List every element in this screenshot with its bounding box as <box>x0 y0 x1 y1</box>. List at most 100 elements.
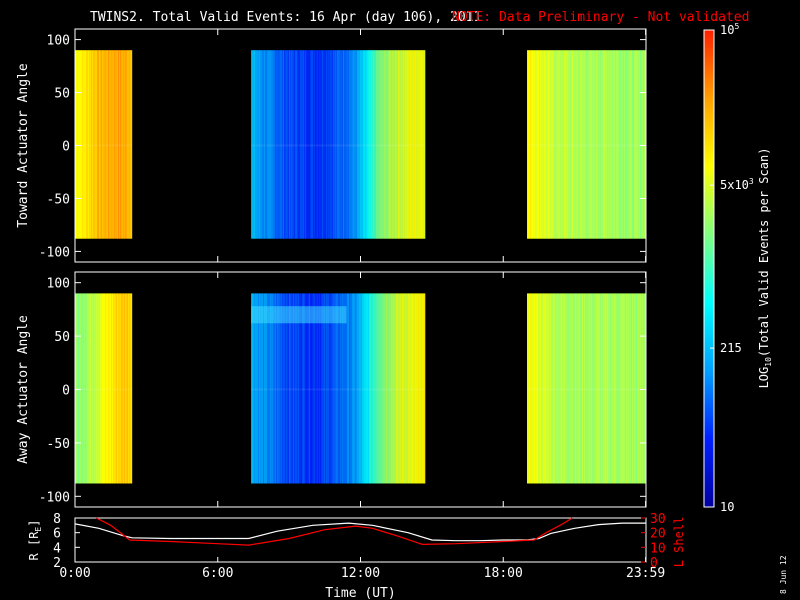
y-tick-label: 50 <box>54 87 70 102</box>
heatmap-cell <box>263 50 265 239</box>
heatmap-cell <box>324 293 326 484</box>
heatmap-cell <box>375 50 377 239</box>
heatmap-cell <box>113 293 115 484</box>
heatmap-cell <box>308 50 310 239</box>
heatmap-cell <box>111 50 113 239</box>
heatmap-cell <box>593 50 595 239</box>
heatmap-cell <box>129 293 131 484</box>
heatmap-cell <box>391 50 393 239</box>
heatmap-cell <box>423 293 425 484</box>
heatmap-cell <box>350 50 352 239</box>
heatmap-cell <box>110 293 112 484</box>
heatmap-cell <box>334 50 336 239</box>
heatmap-cell <box>251 293 253 484</box>
heatmap-cell <box>387 293 389 484</box>
heatmap-cell <box>255 293 257 484</box>
heatmap-cell <box>274 293 276 484</box>
heatmap-cell <box>277 293 279 484</box>
heatmap-cell <box>362 50 364 239</box>
heatmap-cell <box>325 293 327 484</box>
heatmap-cell <box>364 293 366 484</box>
heatmap-cell <box>351 293 353 484</box>
heatmap-cell <box>112 50 114 239</box>
heatmap-cell <box>416 293 418 484</box>
heatmap-cell <box>129 50 131 239</box>
heatmap-cell <box>547 293 549 484</box>
heatmap-cell <box>578 293 580 484</box>
heatmap-cell <box>88 50 90 239</box>
heatmap-cell <box>382 293 384 484</box>
heatmap-cell <box>356 293 358 484</box>
heatmap-cell <box>558 293 560 484</box>
heatmap-cell <box>85 293 87 484</box>
heatmap-cell <box>345 50 347 239</box>
heatmap-cell <box>642 293 644 484</box>
heatmap-cell <box>342 50 344 239</box>
heatmap-cell <box>355 50 357 239</box>
heatmap-cell <box>75 293 77 484</box>
heatmap-cell <box>559 50 561 239</box>
heatmap-cell <box>346 50 348 239</box>
y-tick-label: 6 <box>53 527 61 542</box>
toward-actuator-panel: 100 50 0 -50 -100 Toward Actuator Angle <box>16 28 647 263</box>
colorbar-tick-label: 5x103 <box>720 177 754 192</box>
heatmap-cell <box>555 50 557 239</box>
heatmap-cell <box>114 293 116 484</box>
heatmap-cell <box>404 293 406 484</box>
heatmap-cell <box>80 293 82 484</box>
heatmap-cell <box>83 293 85 484</box>
heatmap-cell <box>538 293 540 484</box>
heatmap-cell <box>106 293 108 484</box>
heatmap-cell <box>383 293 385 484</box>
heatmap-cell <box>331 293 333 484</box>
heatmap-cell <box>290 50 292 239</box>
heatmap-cell <box>537 293 539 484</box>
heatmap-cell <box>414 293 416 484</box>
heatmap-cell <box>271 50 273 239</box>
heatmap-cell <box>339 293 341 484</box>
r-axis-label: R [RE] <box>27 520 43 561</box>
heatmap-cell <box>336 50 338 239</box>
heatmap-cell <box>253 293 255 484</box>
heatmap-cell <box>377 50 379 239</box>
heatmap-cell <box>313 50 315 239</box>
heatmap-cell <box>108 50 110 239</box>
heatmap-cell <box>289 293 291 484</box>
heatmap-cell <box>606 50 608 239</box>
heatmap-cell <box>377 293 379 484</box>
heatmap-cell <box>95 50 97 239</box>
heatmap-cell <box>404 50 406 239</box>
heatmap-cell <box>95 293 97 484</box>
heatmap-cell <box>99 293 101 484</box>
heatmap-cell <box>419 50 421 239</box>
y2-tick-label: 10 <box>650 541 666 556</box>
heatmap-cell <box>282 293 284 484</box>
heatmap-cell <box>533 50 535 239</box>
heatmap-cell <box>540 50 542 239</box>
heatmap-cell <box>291 50 293 239</box>
heatmap-cell <box>412 50 414 239</box>
heatmap-cell <box>335 293 337 484</box>
heatmap-cell <box>600 293 602 484</box>
heatmap-cell <box>406 50 408 239</box>
heatmap-cell <box>561 293 563 484</box>
heatmap-cell <box>357 293 359 484</box>
heatmap-cell <box>591 50 593 239</box>
heatmap-cell <box>537 50 539 239</box>
heatmap-cell <box>535 293 537 484</box>
heatmap-cell <box>540 293 542 484</box>
heatmap-cell <box>574 50 576 239</box>
heatmap-cell <box>117 50 119 239</box>
heatmap-cell <box>109 293 111 484</box>
heatmap-cell <box>359 50 361 239</box>
heatmap-cell <box>611 50 613 239</box>
heatmap-cell <box>549 293 551 484</box>
heatmap-cell <box>378 50 380 239</box>
heatmap-cell <box>354 50 356 239</box>
heatmap-cell <box>639 50 641 239</box>
heatmap-cell <box>633 50 635 239</box>
heatmap-cell <box>288 293 290 484</box>
heatmap-cell <box>634 293 636 484</box>
heatmap-cell <box>398 50 400 239</box>
heatmap-cell <box>277 50 279 239</box>
